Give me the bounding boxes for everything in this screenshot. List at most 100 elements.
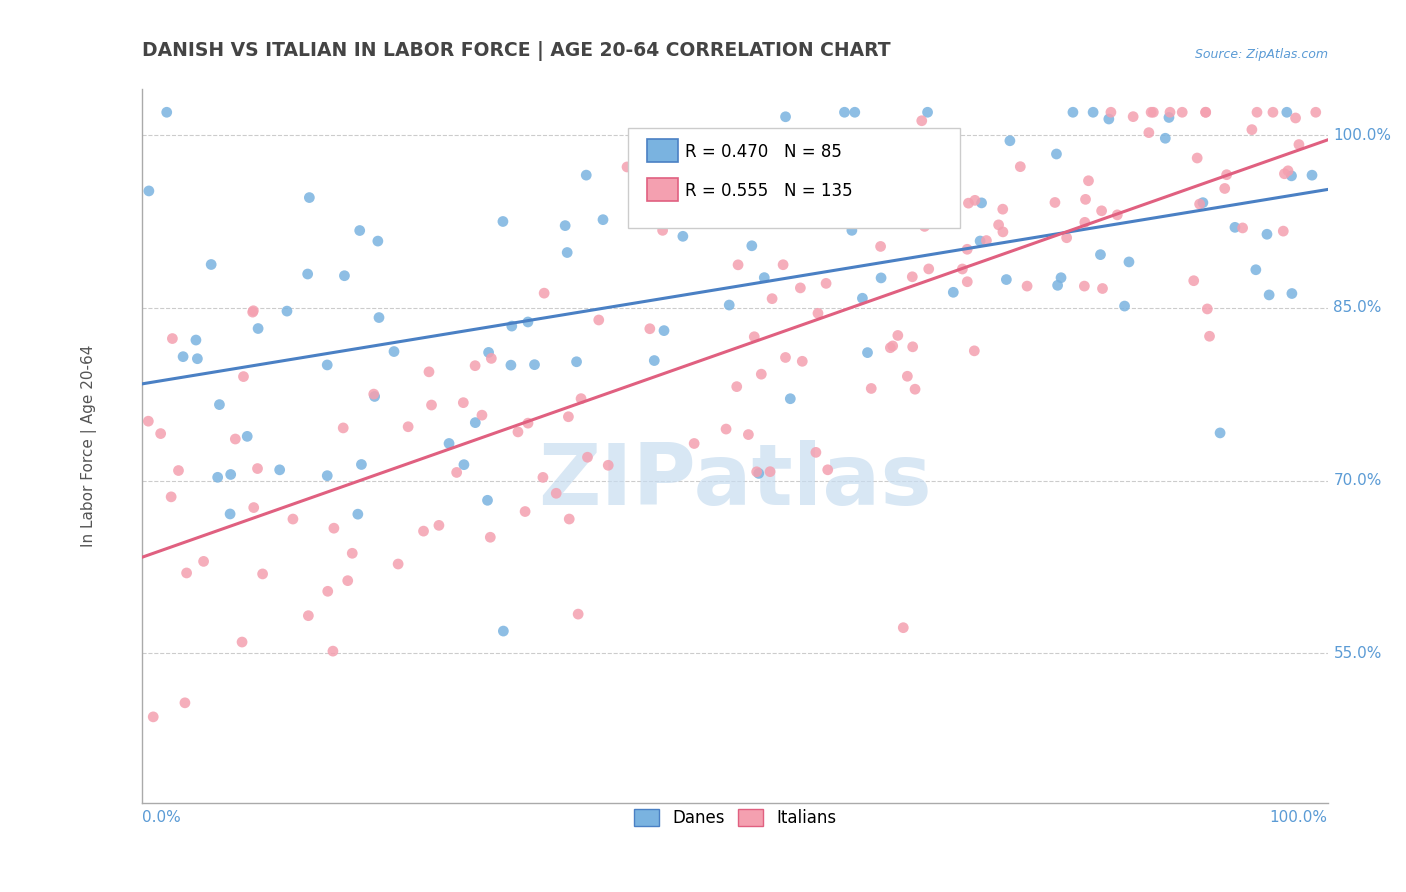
Point [957, 196, 980, 211]
Point [1099, 105, 1122, 120]
Point [242, 303, 264, 318]
Point [651, 223, 673, 237]
Point [1142, 105, 1164, 120]
Point [1198, 329, 1220, 343]
Point [782, 205, 804, 219]
Point [1244, 262, 1267, 277]
Point [891, 621, 914, 635]
Point [1157, 111, 1180, 125]
Point [322, 644, 344, 658]
Point [1213, 181, 1236, 195]
Point [138, 414, 160, 428]
Point [849, 131, 872, 145]
Point [754, 270, 776, 285]
Point [652, 324, 675, 338]
Text: DANISH VS ITALIAN IN LABOR FORCE | AGE 20-64 CORRELATION CHART: DANISH VS ITALIAN IN LABOR FORCE | AGE 2… [142, 41, 891, 61]
Point [149, 426, 172, 441]
Point [349, 223, 371, 237]
Point [1246, 105, 1268, 120]
Point [1284, 111, 1306, 125]
Point [298, 190, 321, 204]
Point [471, 408, 494, 422]
Point [138, 184, 160, 198]
Point [917, 105, 939, 120]
Point [1159, 105, 1181, 120]
Point [1074, 193, 1097, 207]
Point [1091, 281, 1114, 295]
Point [1197, 301, 1219, 316]
Point [1182, 274, 1205, 288]
Point [870, 271, 893, 285]
Point [1107, 208, 1129, 222]
Point [759, 465, 782, 479]
Point [588, 313, 610, 327]
Point [1081, 105, 1104, 120]
Point [1137, 126, 1160, 140]
Point [276, 304, 298, 318]
Point [1223, 220, 1246, 235]
Point [478, 345, 501, 359]
Point [1185, 151, 1208, 165]
Point [156, 105, 179, 120]
Point [1074, 215, 1097, 229]
Point [208, 398, 231, 412]
Point [1301, 168, 1323, 182]
Point [382, 344, 405, 359]
Point [174, 696, 197, 710]
Point [918, 261, 941, 276]
Point [1154, 131, 1177, 145]
Point [207, 470, 229, 484]
Point [1281, 169, 1303, 183]
Point [749, 367, 772, 381]
Point [172, 350, 194, 364]
Point [834, 105, 856, 120]
Point [332, 421, 354, 435]
Point [499, 358, 522, 372]
Point [1261, 105, 1284, 120]
Point [479, 351, 502, 366]
Point [901, 340, 924, 354]
Point [269, 463, 291, 477]
Text: 70.0%: 70.0% [1333, 473, 1382, 488]
Text: 100.0%: 100.0% [1270, 810, 1327, 825]
Text: In Labor Force | Age 20-64: In Labor Force | Age 20-64 [82, 345, 97, 548]
FancyBboxPatch shape [647, 139, 678, 162]
Point [347, 507, 370, 521]
Point [281, 512, 304, 526]
Point [976, 234, 998, 248]
Point [531, 470, 554, 484]
Text: R = 0.555   N = 135: R = 0.555 N = 135 [685, 182, 853, 201]
Point [745, 465, 768, 479]
Point [741, 239, 763, 253]
Text: ZIPatlas: ZIPatlas [538, 441, 932, 524]
Point [162, 332, 184, 346]
Point [914, 219, 936, 234]
Point [350, 458, 373, 472]
Point [186, 351, 208, 366]
Point [516, 315, 538, 329]
Point [1281, 286, 1303, 301]
Point [592, 212, 614, 227]
Point [1098, 112, 1121, 126]
Point [576, 450, 599, 465]
Point [297, 267, 319, 281]
Point [412, 524, 434, 538]
Point [501, 319, 523, 334]
Point [956, 275, 979, 289]
Point [879, 341, 901, 355]
Point [742, 330, 765, 344]
Point [193, 554, 215, 568]
Point [991, 225, 1014, 239]
Point [246, 461, 269, 475]
Point [142, 710, 165, 724]
Point [638, 322, 661, 336]
Point [963, 194, 986, 208]
Point [869, 239, 891, 253]
Point [1305, 105, 1327, 120]
Point [896, 369, 918, 384]
Point [236, 429, 259, 443]
Point [727, 258, 749, 272]
Point [342, 546, 364, 560]
FancyBboxPatch shape [647, 178, 678, 202]
Point [1140, 105, 1163, 120]
